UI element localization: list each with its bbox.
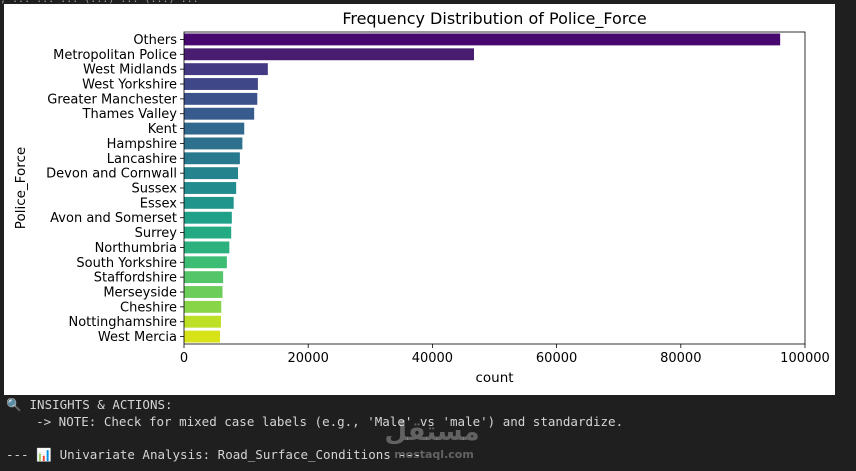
bar xyxy=(184,315,221,328)
chart-title: Frequency Distribution of Police_Force xyxy=(342,9,646,29)
bar xyxy=(184,152,240,165)
bar xyxy=(184,286,223,298)
bar xyxy=(184,256,227,269)
bar-chart-icon: 📊 xyxy=(36,447,52,462)
y-tick-label: South Yorkshire xyxy=(76,256,177,271)
x-tick-label: 60000 xyxy=(536,351,577,366)
plot-frame xyxy=(183,31,806,345)
y-tick-label: Merseyside xyxy=(103,286,177,301)
y-tick-label: Kent xyxy=(148,122,177,137)
y-tick-label: West Mercia xyxy=(98,330,177,345)
next-section-label: Univariate Analysis: Road_Surface_Condit… xyxy=(59,447,421,462)
bar xyxy=(184,211,232,224)
bar xyxy=(184,48,475,61)
y-tick-label: Cheshire xyxy=(120,300,177,315)
next-prefix: --- xyxy=(6,447,37,462)
magnifier-icon: 🔍 xyxy=(6,397,22,412)
chart-canvas: Frequency Distribution of Police_Force Ot… xyxy=(13,9,830,386)
y-tick-label: West Midlands xyxy=(83,63,177,78)
x-axis-label: count xyxy=(475,370,513,386)
notebook-top-strip: , ... ... ... (...) ... (...) ... xyxy=(0,0,856,5)
x-tick-label: 100000 xyxy=(780,351,830,366)
bar xyxy=(184,137,243,150)
bar xyxy=(184,63,268,76)
insights-header: INSIGHTS & ACTIONS: xyxy=(29,397,173,412)
bar xyxy=(184,226,232,239)
x-tick-label: 40000 xyxy=(412,351,453,366)
bar xyxy=(184,122,245,135)
y-tick-label: Essex xyxy=(140,196,178,211)
x-tick-label: 0 xyxy=(180,351,188,366)
note-line: -> NOTE: Check for mixed case labels (e.… xyxy=(6,414,624,429)
y-tick-label: Avon and Somerset xyxy=(50,211,177,226)
previous-output-fragment: , ... ... ... (...) ... (...) ... xyxy=(0,0,520,4)
y-tick-label: Lancashire xyxy=(107,152,177,167)
bar xyxy=(184,78,258,90)
y-tick-label: Greater Manchester xyxy=(47,92,177,107)
bar xyxy=(184,300,222,313)
y-axis-label: Police_Force xyxy=(13,147,29,229)
bar xyxy=(184,241,230,254)
y-tick-label: Northumbria xyxy=(95,241,177,256)
y-tick-label: Surrey xyxy=(135,226,178,241)
y-tick-label: Others xyxy=(133,33,177,48)
y-tick-label: Hampshire xyxy=(107,137,177,152)
y-tick-label: Sussex xyxy=(132,182,178,197)
y-tick-label: Staffordshire xyxy=(94,271,177,286)
bar xyxy=(184,167,239,180)
y-tick-label: West Yorkshire xyxy=(82,78,177,93)
y-tick-label: Thames Valley xyxy=(82,107,178,122)
bar xyxy=(184,182,237,194)
y-tick-label: Nottinghamshire xyxy=(68,315,177,330)
next-section-line: --- 📊 Univariate Analysis: Road_Surface_… xyxy=(6,447,421,463)
x-tick-label: 20000 xyxy=(288,351,329,366)
bar xyxy=(184,33,781,46)
bar xyxy=(184,271,224,284)
insights-line: 🔍 INSIGHTS & ACTIONS: xyxy=(6,397,173,413)
y-tick-label: Metropolitan Police xyxy=(53,48,177,63)
bar xyxy=(184,330,221,343)
y-tick-label: Devon and Cornwall xyxy=(46,167,177,182)
bar xyxy=(184,107,255,120)
bar xyxy=(184,196,234,209)
chart-figure: Frequency Distribution of Police_Force Ot… xyxy=(4,4,835,395)
x-tick-label: 80000 xyxy=(660,351,701,366)
cell-output: 🔍 INSIGHTS & ACTIONS: -> NOTE: Check for… xyxy=(0,395,856,471)
bar xyxy=(184,92,258,105)
